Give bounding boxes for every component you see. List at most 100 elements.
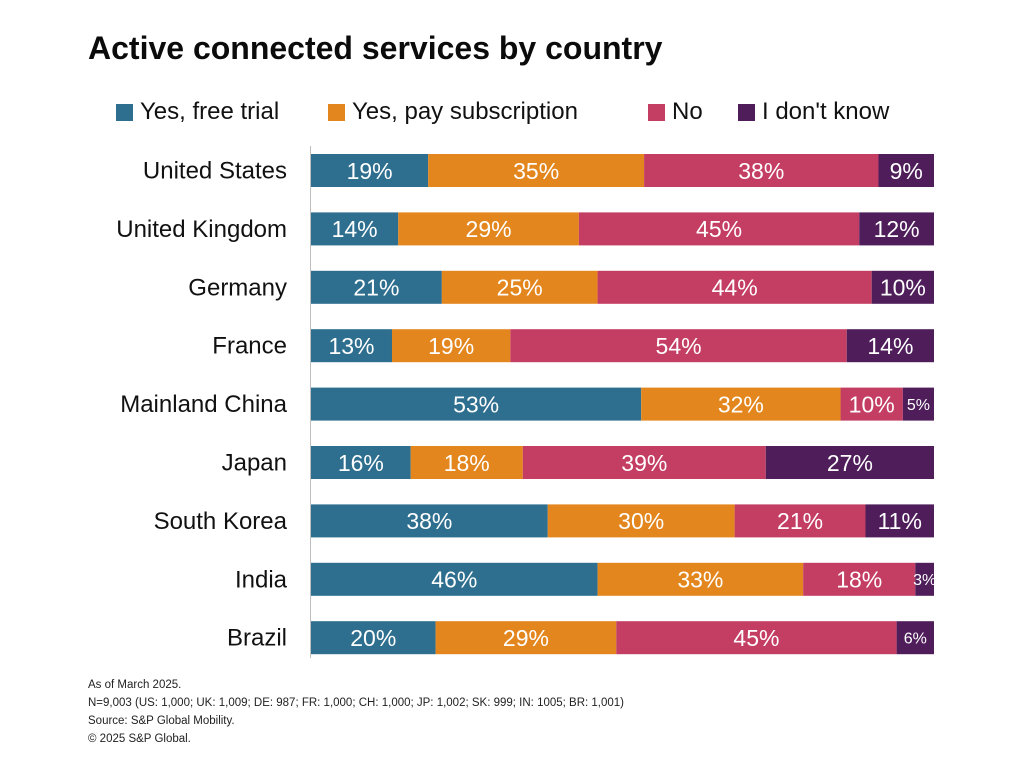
bar-south-korea-1 [311, 504, 548, 538]
data-label-france-3: 54% [656, 333, 702, 359]
data-label-india-1: 46% [431, 567, 477, 593]
bar-germany-4 [871, 270, 934, 304]
data-label-south-korea-3: 21% [777, 508, 823, 534]
data-label-south-korea-2: 30% [618, 508, 664, 534]
bar-united-kingdom-1 [311, 212, 399, 246]
bar-india-1 [311, 562, 598, 596]
bar-france-3 [510, 329, 847, 363]
data-label-france-4: 14% [867, 333, 913, 359]
bar-japan-1 [311, 446, 411, 479]
bar-south-korea-3 [734, 504, 866, 538]
bar-brazil-3 [616, 621, 897, 655]
bar-south-korea-4 [865, 504, 934, 538]
category-label-germany: Germany [188, 274, 287, 301]
footer-date: As of March 2025. [88, 679, 182, 691]
category-label-japan: Japan [222, 450, 287, 477]
bar-united-kingdom-2 [398, 212, 579, 246]
category-label-france: France [212, 333, 287, 360]
bar-united-states-2 [428, 154, 645, 187]
category-label-south-korea: South Korea [154, 508, 288, 535]
category-label-united-kingdom: United Kingdom [116, 216, 287, 243]
legend-swatch-pay-subscription [328, 103, 345, 121]
data-label-japan-1: 16% [338, 450, 384, 476]
category-label-brazil: Brazil [227, 625, 287, 652]
data-label-mainland-china-2: 32% [718, 391, 764, 417]
legend-swatch-no [648, 103, 665, 121]
bar-mainland-china-3 [840, 387, 903, 421]
footer-source: Source: S&P Global Mobility. [88, 715, 235, 727]
data-label-germany-1: 21% [353, 275, 399, 301]
bar-japan-3 [522, 446, 766, 479]
legend-item-free-trial: Yes, free trial [116, 96, 279, 128]
bar-south-korea-2 [547, 504, 735, 538]
legend-item-dont-know: I don't know [738, 96, 889, 128]
data-label-united-states-4: 9% [890, 158, 923, 184]
data-label-united-kingdom-1: 14% [332, 216, 378, 242]
data-label-japan-4: 27% [827, 450, 873, 476]
bar-france-4 [846, 329, 934, 363]
data-label-germany-2: 25% [497, 275, 543, 301]
bar-united-kingdom-4 [859, 212, 934, 246]
data-label-japan-2: 18% [444, 450, 490, 476]
data-label-united-states-2: 35% [513, 158, 559, 184]
chart-title: Active connected services by country [88, 30, 663, 66]
bar-india-2 [597, 562, 804, 596]
bar-brazil-4 [896, 621, 934, 655]
bar-india-4 [915, 562, 934, 596]
legend-label-dont-know: I don't know [762, 98, 890, 125]
legend-label-pay-subscription: Yes, pay subscription [352, 98, 578, 125]
data-label-south-korea-1: 38% [406, 508, 452, 534]
footer-copyright: © 2025 S&P Global. [88, 733, 191, 745]
legend-swatch-free-trial [116, 103, 133, 121]
data-label-india-2: 33% [677, 567, 723, 593]
bar-mainland-china-4 [902, 387, 934, 421]
bar-germany-2 [441, 270, 598, 304]
legend-label-no: No [672, 98, 703, 125]
bar-mainland-china-1 [311, 387, 642, 421]
data-label-brazil-3: 45% [733, 625, 779, 651]
bar-brazil-1 [311, 621, 436, 655]
legend-label-free-trial: Yes, free trial [140, 98, 280, 125]
data-label-mainland-china-4: 5% [907, 397, 930, 414]
bar-japan-2 [410, 446, 523, 479]
data-label-france-1: 13% [328, 333, 374, 359]
data-label-united-kingdom-4: 12% [874, 216, 920, 242]
data-label-france-2: 19% [428, 333, 474, 359]
data-label-mainland-china-3: 10% [849, 391, 895, 417]
bar-france-2 [391, 329, 511, 363]
legend-item-pay-subscription: Yes, pay subscription [328, 96, 578, 128]
data-label-united-states-3: 38% [738, 158, 784, 184]
bar-germany-1 [311, 270, 442, 304]
data-label-mainland-china-1: 53% [453, 391, 499, 417]
chart-footer: As of March 2025. N=9,003 (US: 1,000; UK… [88, 676, 624, 748]
bar-united-kingdom-3 [578, 212, 860, 246]
bar-united-states-4 [878, 154, 934, 187]
data-label-brazil-4: 6% [904, 630, 927, 647]
data-label-japan-3: 39% [621, 450, 667, 476]
bar-japan-4 [765, 446, 934, 479]
bar-united-states-3 [644, 154, 879, 187]
data-label-south-korea-4: 11% [878, 508, 922, 534]
data-label-india-4: 3% [913, 572, 936, 589]
data-label-united-kingdom-2: 29% [466, 216, 512, 242]
footer-sample-size: N=9,003 (US: 1,000; UK: 1,009; DE: 987; … [88, 697, 625, 709]
legend-item-no: No [648, 96, 703, 128]
bar-united-states-1 [311, 154, 429, 187]
category-label-india: India [235, 566, 288, 593]
legend-swatch-dont-know [738, 103, 755, 121]
data-label-germany-3: 44% [712, 275, 758, 301]
data-label-united-states-1: 19% [347, 158, 393, 184]
data-label-united-kingdom-3: 45% [696, 216, 742, 242]
data-label-brazil-2: 29% [503, 625, 549, 651]
data-label-brazil-1: 20% [350, 625, 396, 651]
data-label-india-3: 18% [836, 567, 882, 593]
bar-mainland-china-2 [641, 387, 841, 421]
bar-india-3 [803, 562, 916, 596]
data-label-germany-4: 10% [880, 275, 926, 301]
bar-germany-3 [597, 270, 872, 304]
bar-brazil-2 [435, 621, 617, 655]
category-label-united-states: United States [143, 158, 287, 185]
bar-france-1 [311, 329, 392, 363]
category-label-mainland-china: Mainland China [120, 391, 287, 418]
